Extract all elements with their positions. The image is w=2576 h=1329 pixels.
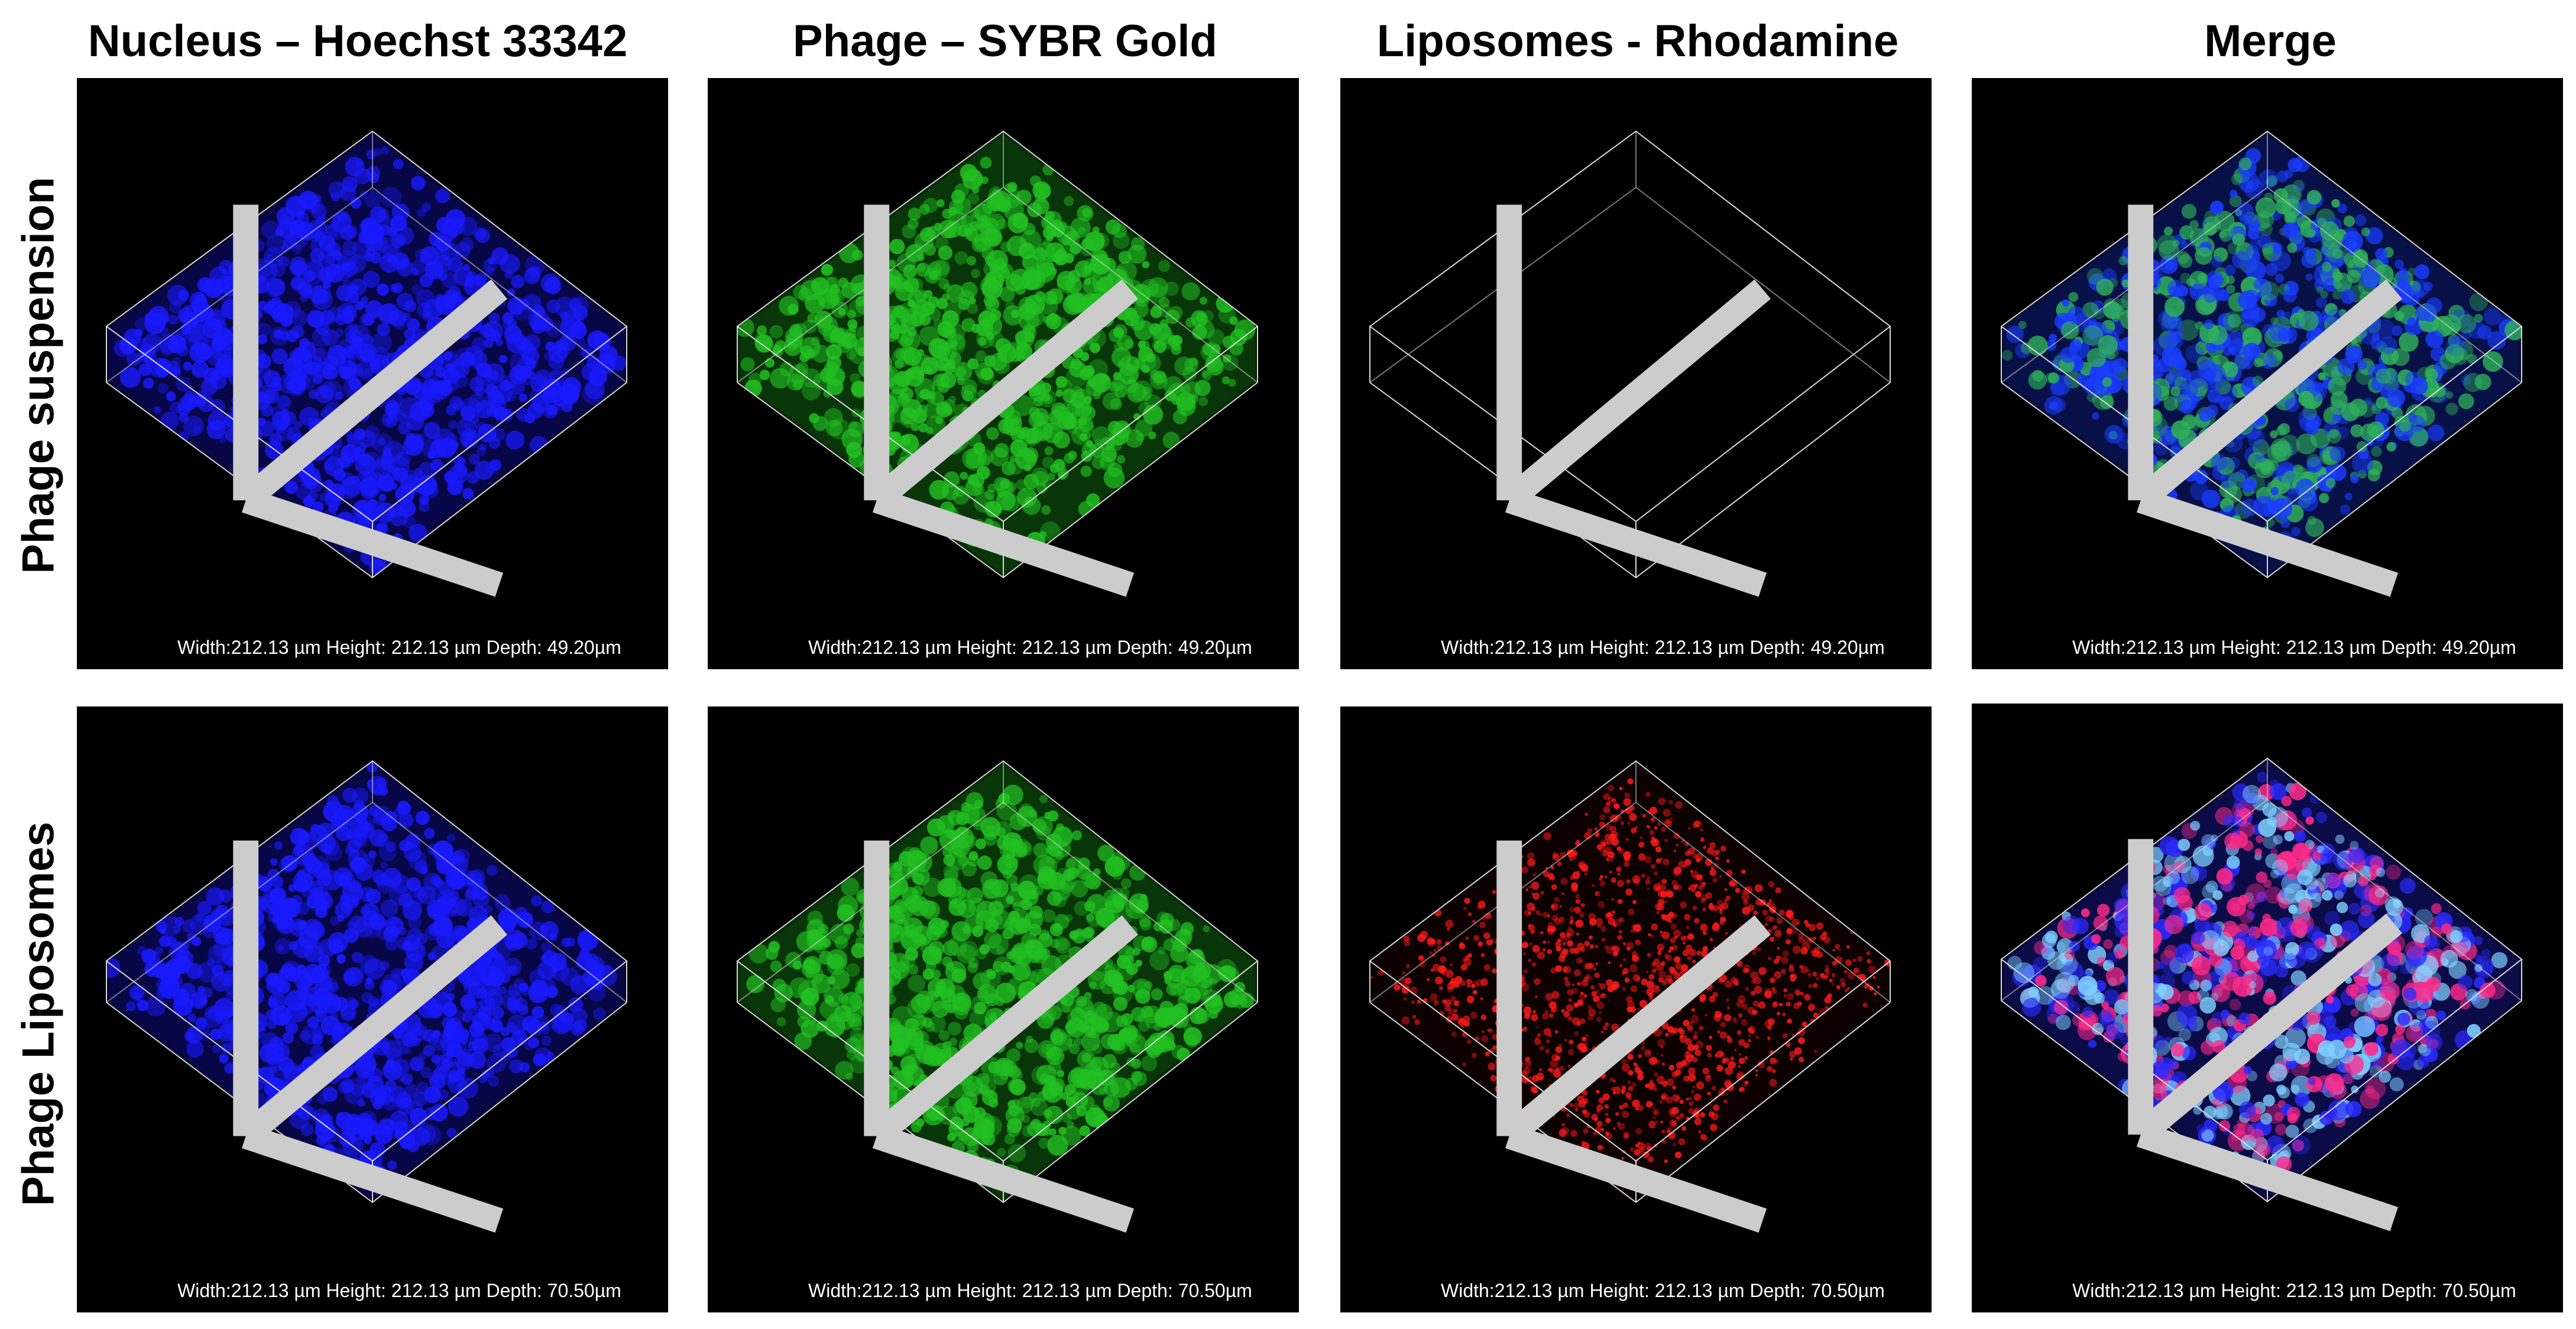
dimensions-caption: Width:212.13 µm Height: 212.13 µm Depth:… — [808, 637, 1252, 658]
dimensions-caption: Width:212.13 µm Height: 212.13 µm Depth:… — [2072, 637, 2516, 658]
axis-triad-icon — [2128, 205, 2403, 597]
panel-r2-phage: Width:212.13 µm Height: 212.13 µm Depth:… — [708, 706, 1299, 1312]
axis-triad-icon — [864, 840, 1139, 1233]
dimensions-caption: Width:212.13 µm Height: 212.13 µm Depth:… — [177, 1280, 621, 1301]
panel-r1-merge: Width:212.13 µm Height: 212.13 µm Depth:… — [1972, 78, 2563, 669]
row-title-phage-liposomes: Phage Liposomes — [13, 821, 64, 1207]
axis-triad-icon — [864, 205, 1139, 597]
panel-r1-nucleus: Width:212.13 µm Height: 212.13 µm Depth:… — [77, 78, 668, 669]
row-title-phage-suspension: Phage suspension — [13, 177, 64, 574]
axis-triad-icon — [1496, 840, 1771, 1233]
panel-r2-merge: Width:212.13 µm Height: 212.13 µm Depth:… — [1972, 704, 2563, 1312]
panel-r1-phage: Width:212.13 µm Height: 212.13 µm Depth:… — [708, 78, 1299, 669]
panel-r2-nucleus: Width:212.13 µm Height: 212.13 µm Depth:… — [77, 706, 668, 1312]
panel-r2-liposomes: Width:212.13 µm Height: 212.13 µm Depth:… — [1340, 706, 1932, 1312]
volume-render — [1369, 130, 1891, 579]
axis-triad-icon — [233, 205, 508, 597]
column-title-merge: Merge — [2204, 16, 2337, 66]
dimensions-caption: Width:212.13 µm Height: 212.13 µm Depth:… — [808, 1280, 1252, 1301]
axis-triad-icon — [233, 840, 508, 1233]
column-title-liposomes: Liposomes - Rhodamine — [1376, 16, 1899, 66]
column-title-nucleus: Nucleus – Hoechst 33342 — [88, 16, 628, 66]
dimensions-caption: Width:212.13 µm Height: 212.13 µm Depth:… — [177, 637, 621, 658]
axis-triad-icon — [2128, 839, 2403, 1231]
dimensions-caption: Width:212.13 µm Height: 212.13 µm Depth:… — [2072, 1280, 2516, 1301]
dimensions-caption: Width:212.13 µm Height: 212.13 µm Depth:… — [1441, 1280, 1885, 1301]
column-title-phage: Phage – SYBR Gold — [793, 16, 1217, 66]
axis-triad-icon — [1496, 205, 1771, 597]
panel-r1-liposomes: Width:212.13 µm Height: 212.13 µm Depth:… — [1340, 78, 1932, 669]
dimensions-caption: Width:212.13 µm Height: 212.13 µm Depth:… — [1441, 637, 1885, 658]
